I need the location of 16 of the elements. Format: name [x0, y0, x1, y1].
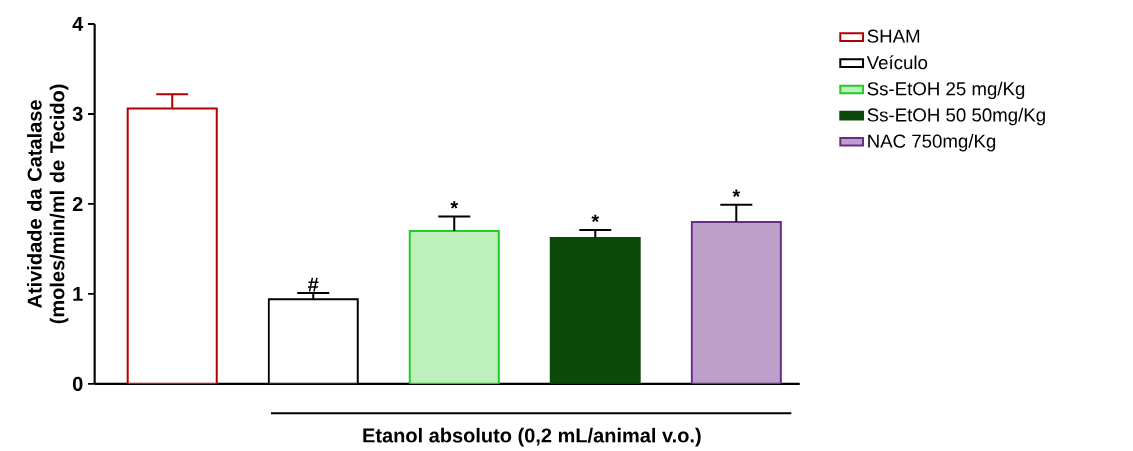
legend-label: NAC 750mg/Kg	[868, 134, 996, 152]
x-axis-title: Etanol absoluto (0,2 mL/animal v.o.)	[363, 427, 701, 447]
legend-label: SHAM	[867, 29, 920, 43]
y-tick-label: 0	[72, 376, 83, 391]
legend-label: Ss-EtOH 25 mg/Kg	[867, 81, 1025, 100]
legend-label: Veículo	[866, 55, 928, 70]
legend-label: Ss-EtOH 50 50mg/Kg	[867, 107, 1045, 126]
y-tick-label: 1	[73, 287, 83, 301]
annotation: *	[732, 189, 741, 197]
annotation: #	[308, 277, 319, 292]
annotation: *	[450, 201, 459, 209]
y-tick-label: 3	[72, 106, 83, 122]
y-axis-title: Atividade da Catalase (moles/min/ml de Tecido)	[27, 84, 69, 324]
annotation: *	[591, 214, 600, 223]
y-tick-label: 2	[72, 196, 83, 211]
y-tick-label: 4	[72, 17, 84, 31]
